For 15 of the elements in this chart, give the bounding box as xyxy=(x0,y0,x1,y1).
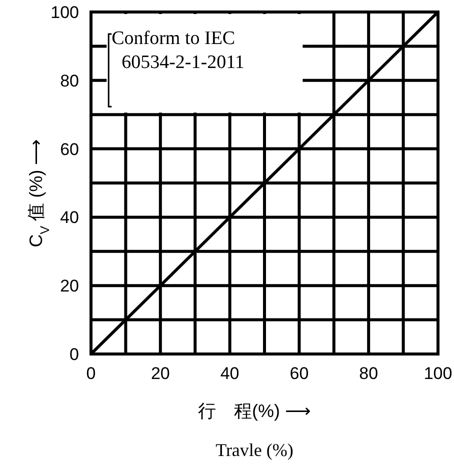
x-tick-label: 80 xyxy=(359,364,378,383)
y-tick-label: 100 xyxy=(50,3,79,22)
y-tick-label: 20 xyxy=(60,276,79,296)
annotation: Conform to IEC 60534-2-1-2011 xyxy=(112,28,244,73)
x-axis-title: 行 程(%) ⟶ xyxy=(198,401,311,421)
y-tick-label: 60 xyxy=(60,140,79,159)
text: Travle (%) xyxy=(216,440,294,460)
x-tick-label: 60 xyxy=(290,364,309,383)
x-tick-label: 20 xyxy=(150,364,170,383)
x-tick-label: 100 xyxy=(424,364,452,383)
y-tick-label: 40 xyxy=(60,208,79,228)
x-tick-label: 0 xyxy=(86,364,96,383)
y-tick-label: 0 xyxy=(70,345,79,364)
y-tick-label: 80 xyxy=(60,71,79,90)
x-tick-label: 40 xyxy=(220,364,240,383)
